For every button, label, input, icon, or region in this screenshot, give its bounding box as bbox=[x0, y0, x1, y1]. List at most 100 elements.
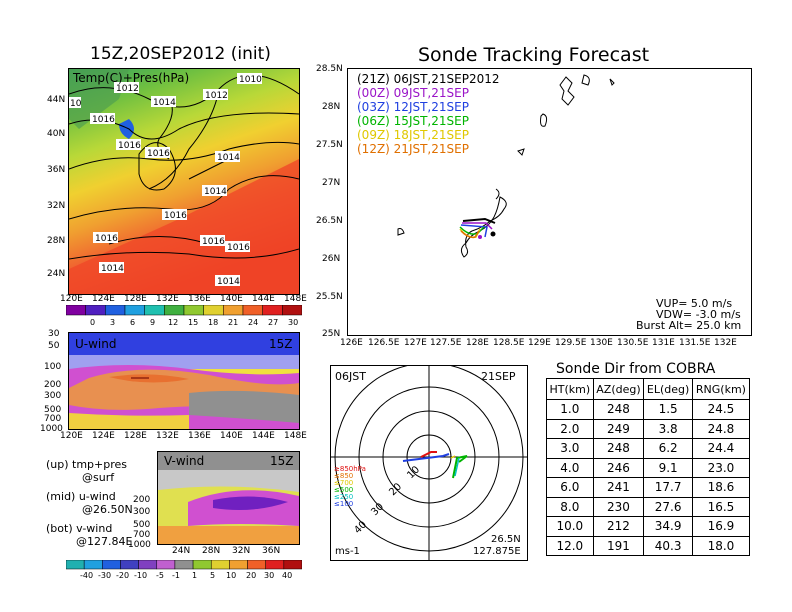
table-cell: 40.3 bbox=[643, 535, 693, 556]
v-p-tick: 700 bbox=[133, 530, 151, 540]
init-lon-tick: 136E bbox=[188, 294, 211, 304]
u-wind-svg: U-wind 15Z bbox=[69, 333, 299, 429]
forecast-title: Sonde Tracking Forecast bbox=[418, 44, 650, 66]
init-lon-tick: 124E bbox=[92, 294, 115, 304]
wind-colorbar-tick: -1 bbox=[172, 571, 180, 580]
table-cell: 2.0 bbox=[546, 418, 594, 439]
forecast-lon-tick: 129E bbox=[528, 338, 551, 348]
forecast-lon-tick: 127E bbox=[404, 338, 427, 348]
hodograph-right-label: 21SEP bbox=[481, 370, 516, 383]
colorbar-swatch bbox=[138, 560, 158, 570]
cobra-body: 1.0 248 1.5 24.5 2.0 249 3.8 24.8 3.0 248 6.2 24.4 4… bbox=[546, 399, 751, 556]
svg-text:1014: 1014 bbox=[153, 98, 176, 108]
svg-text:Temp(C)+Pres(hPa): Temp(C)+Pres(hPa) bbox=[72, 71, 189, 85]
table-cell: 249 bbox=[592, 418, 645, 439]
forecast-lon-tick: 130E bbox=[590, 338, 613, 348]
u-lon-tick: 132E bbox=[156, 431, 179, 441]
u-p-tick: 50 bbox=[48, 341, 60, 351]
v-wind-label: V-wind bbox=[164, 454, 204, 468]
svg-text:10: 10 bbox=[70, 99, 82, 109]
init-lon-tick: 120E bbox=[60, 294, 83, 304]
col-header: AZ(deg) bbox=[592, 378, 645, 400]
colorbar-tick: 3 bbox=[110, 318, 115, 327]
note-bot: (bot) v-wind bbox=[46, 522, 113, 535]
colorbar-swatch bbox=[174, 560, 194, 570]
table-header-row: HT(km) AZ(deg) EL(deg) RNG(km) bbox=[546, 378, 751, 400]
wind-colorbar-tick: 5 bbox=[210, 571, 215, 580]
table-cell: 1.5 bbox=[643, 399, 693, 420]
init-lat-tick: 36N bbox=[47, 165, 66, 175]
forecast-legend-item: (06Z) 15JST,21SEP bbox=[357, 114, 469, 128]
forecast-lon-tick: 132E bbox=[714, 338, 737, 348]
colorbar-swatch bbox=[262, 305, 283, 316]
svg-text:1016: 1016 bbox=[227, 243, 250, 253]
u-wind-panel: U-wind 15Z bbox=[68, 332, 300, 430]
wind-colorbar-tick: -40 bbox=[80, 571, 93, 580]
init-lon-tick: 144E bbox=[252, 294, 275, 304]
hodograph-loc1: 26.5N bbox=[491, 534, 521, 545]
colorbar-tick: 24 bbox=[248, 318, 258, 327]
init-title: 15Z,20SEP2012 (init) bbox=[90, 44, 271, 64]
forecast-map-svg bbox=[397, 74, 615, 258]
table-cell: 23.0 bbox=[691, 457, 751, 478]
colorbar-tick: 6 bbox=[130, 318, 135, 327]
forecast-lon-tick: 129.5E bbox=[555, 338, 587, 348]
u-p-tick: 30 bbox=[48, 329, 60, 339]
temperature-map-svg: 1012 1010 1014 1012 10 1016 1016 1016 10… bbox=[69, 69, 299, 294]
colorbar-swatch bbox=[156, 560, 176, 570]
note-up: (up) tmp+pres bbox=[46, 458, 128, 471]
temperature-pressure-map: 1012 1010 1014 1012 10 1016 1016 1016 10… bbox=[68, 68, 300, 295]
level-legend-item: ≤500 bbox=[334, 486, 353, 494]
wind-colorbar-tick: -10 bbox=[134, 571, 147, 580]
wind-colorbar-tick: -20 bbox=[116, 571, 129, 580]
init-lat-tick: 32N bbox=[47, 201, 66, 211]
table-cell: 248 bbox=[592, 438, 645, 459]
forecast-legend-item: (09Z) 18JST,21SEP bbox=[357, 128, 469, 142]
colorbar-tick: 27 bbox=[268, 318, 278, 327]
table-cell: 17.7 bbox=[643, 477, 693, 498]
table-cell: 24.8 bbox=[691, 418, 751, 439]
table-cell: 1.0 bbox=[546, 399, 594, 420]
svg-text:1014: 1014 bbox=[101, 264, 124, 274]
wind-colorbar-tick: 40 bbox=[282, 571, 292, 580]
colorbar-swatch bbox=[247, 560, 266, 570]
hodograph-ring-label: 30 bbox=[369, 501, 386, 518]
init-lon-tick: 132E bbox=[156, 294, 179, 304]
table-cell: 16.5 bbox=[691, 496, 751, 517]
colorbar-tick: 30 bbox=[288, 318, 298, 327]
svg-text:1012: 1012 bbox=[116, 84, 139, 94]
table-cell: 24.5 bbox=[691, 399, 751, 420]
svg-text:1012: 1012 bbox=[205, 91, 228, 101]
table-cell: 3.8 bbox=[643, 418, 693, 439]
u-lon-tick: 120E bbox=[60, 431, 83, 441]
table-cell: 9.1 bbox=[643, 457, 693, 478]
u-p-tick: 500 bbox=[44, 405, 62, 415]
wind-colorbar-tick: -5 bbox=[156, 571, 164, 580]
svg-text:1010: 1010 bbox=[239, 75, 262, 85]
colorbar-swatch bbox=[223, 305, 244, 316]
table-cell: 4.0 bbox=[546, 457, 594, 478]
table-cell: 6.0 bbox=[546, 477, 594, 498]
forecast-legend-item: (21Z) 06JST,21SEP2012 bbox=[357, 72, 500, 86]
v-lat-tick: 36N bbox=[262, 546, 281, 556]
forecast-lat-tick: 25.5N bbox=[316, 292, 343, 302]
level-legend-item: ≤100 bbox=[334, 500, 353, 508]
forecast-lon-tick: 131.5E bbox=[679, 338, 711, 348]
forecast-lat-tick: 27.5N bbox=[316, 140, 343, 150]
wind-colorbar-tick: -30 bbox=[98, 571, 111, 580]
v-lat-tick: 28N bbox=[202, 546, 221, 556]
col-header: HT(km) bbox=[546, 378, 594, 400]
forecast-lon-tick: 128E bbox=[466, 338, 489, 348]
wind-colorbar-tick: 1 bbox=[192, 571, 197, 580]
svg-text:1016: 1016 bbox=[164, 211, 187, 221]
burst-text: Burst Alt= 25.0 km bbox=[636, 319, 742, 332]
colorbar-swatch bbox=[66, 305, 86, 316]
u-p-tick: 100 bbox=[44, 362, 62, 372]
colorbar-swatch bbox=[124, 305, 145, 316]
hodograph-trace bbox=[402, 451, 468, 479]
forecast-lat-tick: 26.5N bbox=[316, 216, 343, 226]
table-row: 8.0 230 27.6 16.5 bbox=[546, 496, 751, 517]
colorbar-swatch bbox=[105, 305, 126, 316]
wind-colorbar-tick: 20 bbox=[246, 571, 256, 580]
table-row: 2.0 249 3.8 24.8 bbox=[546, 418, 751, 439]
